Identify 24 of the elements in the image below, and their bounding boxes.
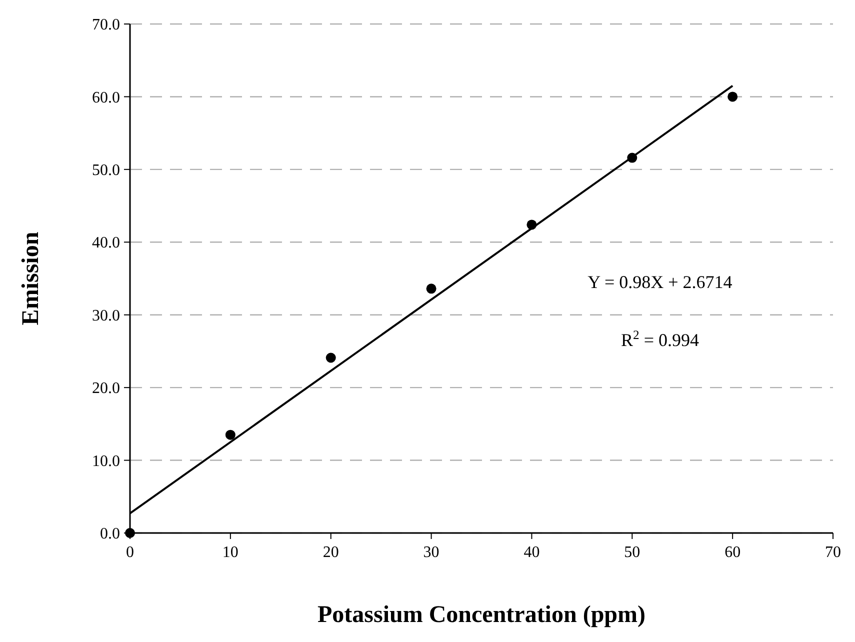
y-tick-label: 50.0 (92, 162, 120, 180)
x-tick-label: 70 (825, 544, 841, 561)
y-tick-label: 70.0 (92, 16, 120, 34)
point (728, 92, 738, 102)
y-tick-label: 30.0 (92, 307, 120, 324)
x-tick-label: 60 (724, 544, 741, 561)
x-tick-label: 40 (524, 544, 540, 561)
x-tick-label: 20 (322, 544, 339, 561)
x-tick-label: 50 (624, 544, 640, 561)
point (225, 430, 236, 440)
y-axis-title: Emission (18, 232, 44, 326)
x-tick-label: 0 (126, 544, 134, 561)
x-axis-title: Potassium Concentration (ppm) (318, 602, 646, 628)
x-tick-label: 30 (423, 544, 440, 561)
point (326, 352, 336, 363)
point (426, 284, 436, 294)
annotation: R$^{2}$ = 0.994 (621, 328, 699, 350)
x-tick-label: 10 (222, 544, 238, 561)
y-tick-label: 10.0 (92, 452, 120, 470)
y-tick-label: 0.0 (100, 526, 120, 543)
y-tick-label: 40.0 (92, 234, 120, 252)
y-tick-label: 20.0 (92, 380, 120, 398)
y-tick-label: 60.0 (92, 89, 120, 106)
annotation: Y = 0.98X + 2.6714 (588, 272, 732, 292)
